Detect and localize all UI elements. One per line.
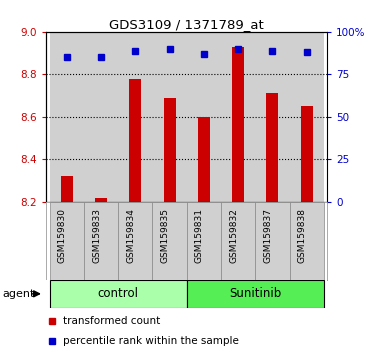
Bar (290, 202, 324, 280)
Bar (221, 202, 255, 280)
Text: GSM159834: GSM159834 (126, 208, 135, 263)
Text: GSM159838: GSM159838 (298, 208, 307, 263)
Text: GSM159831: GSM159831 (195, 208, 204, 263)
Bar (50, 280, 187, 308)
Bar (61, 176, 73, 202)
Bar (187, 280, 324, 308)
Bar (255, 32, 290, 202)
Text: Sunitinib: Sunitinib (229, 287, 281, 300)
Bar (50, 32, 84, 202)
Text: percentile rank within the sample: percentile rank within the sample (63, 336, 239, 346)
Bar (84, 32, 118, 202)
Bar (129, 79, 141, 202)
Bar (152, 32, 187, 202)
Bar (187, 32, 221, 202)
Text: GSM159832: GSM159832 (229, 208, 238, 263)
Bar (290, 32, 324, 202)
Bar (50, 202, 84, 280)
Bar (221, 32, 255, 202)
Text: transformed count: transformed count (63, 316, 160, 326)
Bar (266, 93, 278, 202)
Title: GDS3109 / 1371789_at: GDS3109 / 1371789_at (109, 18, 264, 31)
Text: GSM159837: GSM159837 (263, 208, 273, 263)
Bar (164, 98, 176, 202)
Bar (301, 106, 313, 202)
Bar (187, 202, 221, 280)
Bar (118, 202, 152, 280)
Bar (118, 32, 152, 202)
Text: GSM159830: GSM159830 (58, 208, 67, 263)
Text: control: control (98, 287, 139, 300)
Bar (232, 47, 244, 202)
Bar (152, 202, 187, 280)
Text: GSM159835: GSM159835 (161, 208, 169, 263)
Bar (198, 117, 210, 202)
Bar (84, 202, 118, 280)
Text: agent: agent (2, 289, 35, 299)
Bar (255, 202, 290, 280)
Text: GSM159833: GSM159833 (92, 208, 101, 263)
Bar (95, 198, 107, 202)
